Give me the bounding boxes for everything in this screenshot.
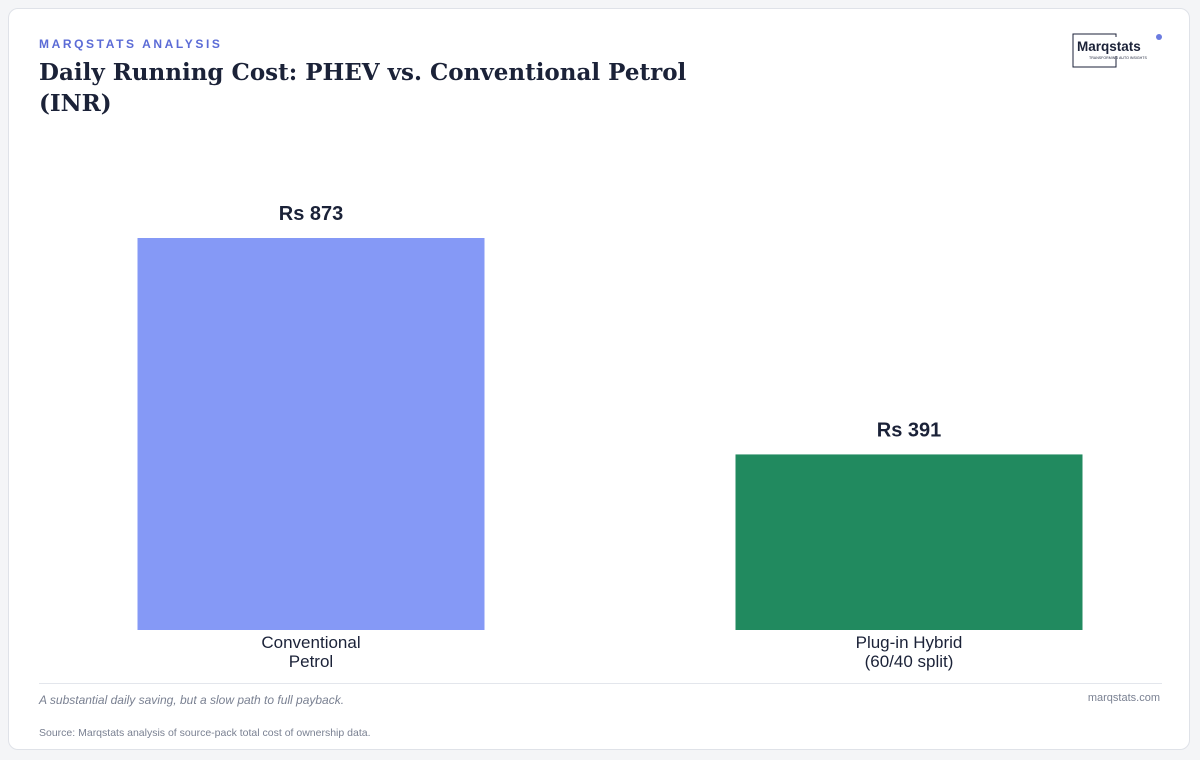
chart-title: Daily Running Cost: PHEV vs. Conventiona…: [39, 59, 687, 117]
value-label-2: Rs 391: [877, 419, 942, 441]
footnote: A substantial daily saving, but a slow p…: [39, 693, 345, 707]
chart-card: MARQSTATS ANALYSIS Daily Running Cost: P…: [8, 8, 1190, 750]
eyebrow-label: MARQSTATS ANALYSIS: [39, 37, 223, 51]
site-link[interactable]: marqstats.com: [1087, 692, 1160, 704]
source-note: Source: Marqstats analysis of source-pac…: [39, 727, 371, 739]
bar-chart: Rs 873 Conventional Petrol Rs 391 Plug-in Hy…: [137, 203, 1083, 671]
marqstats-logo: Marqstats TRANSFORMING AUTO INSIGHTS: [1072, 33, 1163, 68]
svg-text:Marqstats: Marqstats: [1077, 39, 1141, 54]
category-label-2: Plug-in Hybrid (60/40 split): [856, 633, 963, 671]
category-label-1: Conventional Petrol: [261, 633, 360, 671]
bar-2: [735, 454, 1083, 630]
value-label-1: Rs 873: [279, 203, 344, 225]
bar-1: [137, 238, 485, 630]
footer-divider: [39, 683, 1162, 684]
svg-text:TRANSFORMING AUTO INSIGHTS: TRANSFORMING AUTO INSIGHTS: [1089, 56, 1147, 60]
